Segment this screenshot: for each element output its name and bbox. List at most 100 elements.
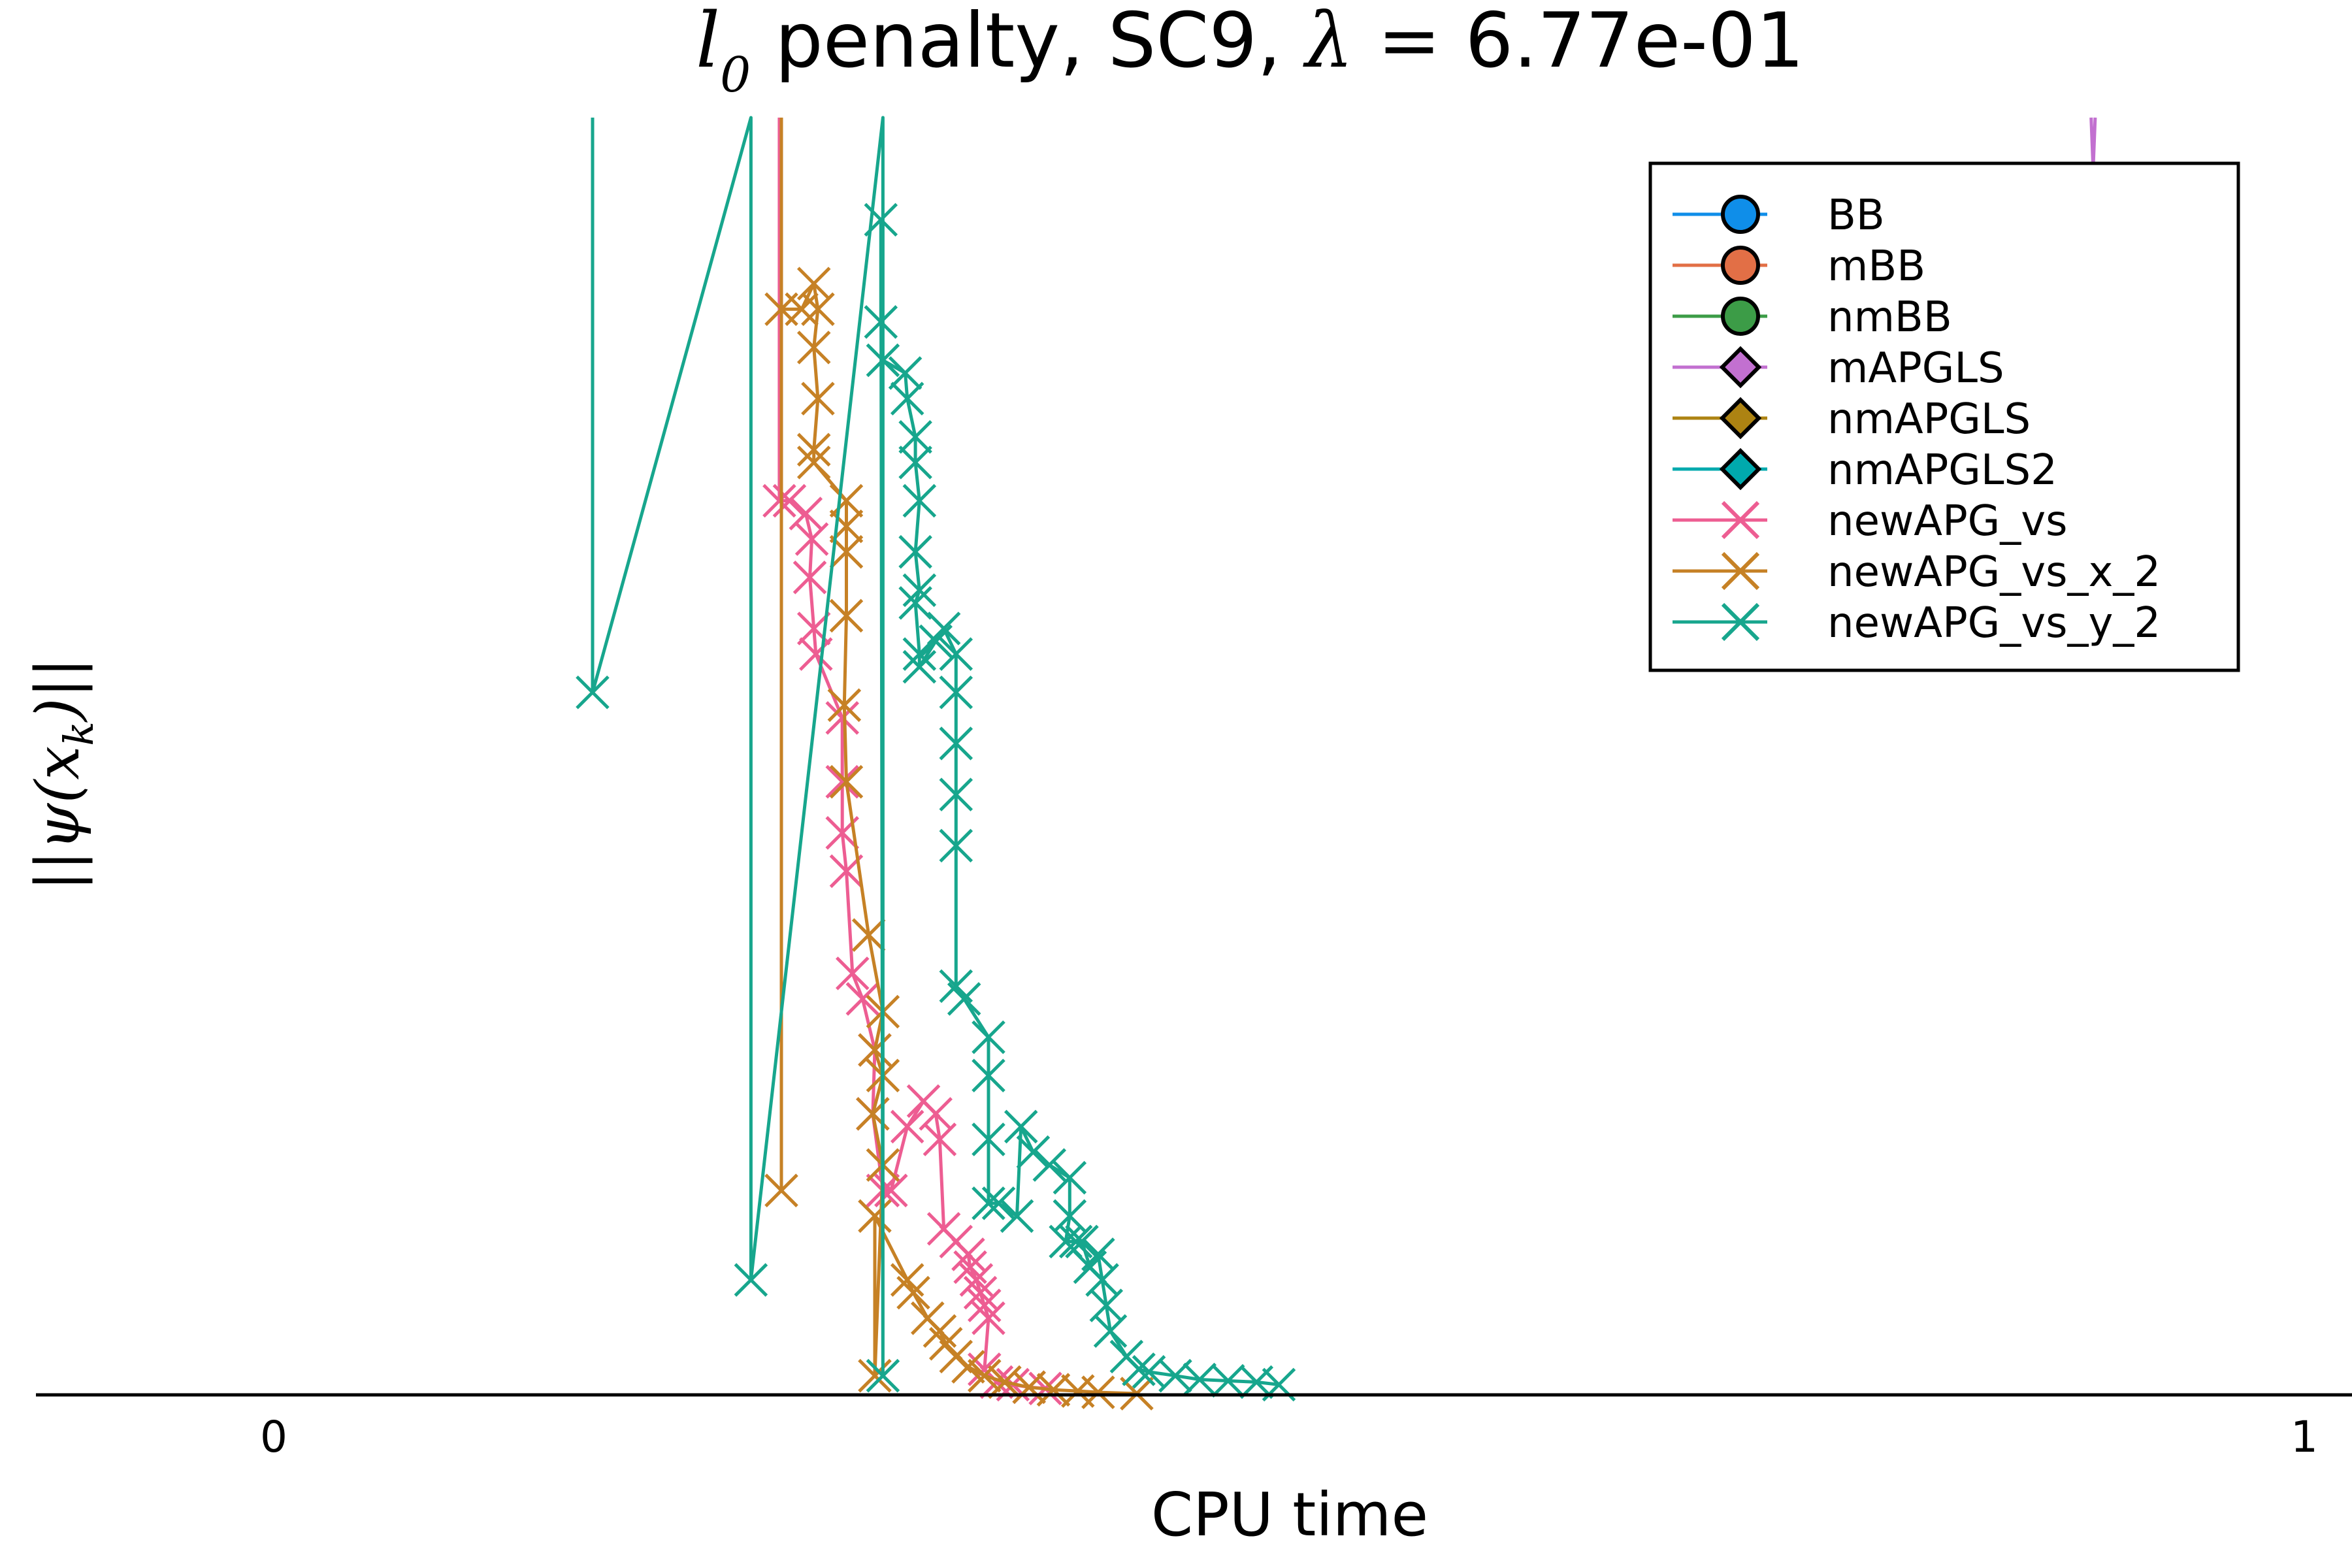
data-point-7-1 [764, 1173, 798, 1207]
data-point-8-32 [981, 1186, 1016, 1220]
legend-label: mAPGLS [1827, 344, 2004, 393]
data-point-8-30 [972, 1122, 1005, 1156]
title-value: 6.77e-01 [1465, 0, 1804, 85]
data-point-8-12 [898, 446, 932, 480]
data-point-7-14 [827, 688, 862, 723]
data-point-8-28 [972, 1020, 1005, 1054]
data-point-6-29 [972, 1301, 1005, 1335]
data-point-8-18 [902, 649, 937, 684]
legend-cross-marker [1721, 602, 1760, 642]
data-point-8-15 [902, 573, 937, 608]
data-point-8-25 [939, 828, 973, 863]
data-point-8-29 [972, 1058, 1005, 1093]
title-prefix: l [696, 0, 720, 85]
data-point-6-13 [845, 982, 880, 1016]
data-point-8-23 [939, 727, 973, 760]
legend-item-newapg-vs: newAPG_vs [1673, 497, 2067, 546]
legend-item-mapgls: mAPGLS [1673, 344, 2004, 393]
x-tick-label-1: 1 [2291, 1412, 2318, 1462]
data-point-6-21 [923, 1122, 957, 1156]
series-line-3 [2089, 117, 2097, 171]
data-point-8-9 [888, 356, 923, 390]
data-point-6-7 [799, 637, 833, 671]
data-point-8-24 [939, 777, 973, 811]
legend-label: newAPG_vs_y_2 [1827, 599, 2161, 647]
legend-label: BB [1827, 191, 1885, 240]
data-point-6-28 [968, 1288, 1002, 1322]
data-point-8-21 [939, 637, 973, 671]
data-point-6-12 [836, 956, 870, 990]
data-point-6-3 [789, 497, 823, 531]
legend-cross-marker [1721, 500, 1760, 540]
data-point-7-7 [801, 382, 835, 416]
legend-label: nmBB [1827, 293, 1952, 342]
chart-title: l0 penalty, SC9, λ = 6.77e-01 [696, 0, 1805, 103]
data-point-7-13 [829, 598, 864, 633]
data-point-7-3 [785, 292, 819, 327]
legend-item-newapg-vs-y-2: newAPG_vs_y_2 [1673, 599, 2161, 647]
data-point-8-6 [864, 203, 898, 237]
legend-item-nmapgls: nmAPGLS [1673, 395, 2031, 444]
legend-label: mBB [1827, 242, 1925, 291]
legend-label: nmAPGLS2 [1827, 446, 2057, 495]
data-point-7-9 [796, 446, 831, 480]
title-subscript: 0 [720, 47, 751, 103]
data-point-6-24 [951, 1237, 985, 1271]
data-point-7-5 [801, 292, 835, 327]
legend-item-mbb: mBB [1673, 242, 1925, 291]
data-point-6-1 [762, 483, 796, 518]
legend-label: nmAPGLS [1827, 395, 2031, 444]
data-point-8-20 [926, 612, 961, 645]
legend-circle-marker [1721, 195, 1760, 234]
x-tick-label-0: 0 [260, 1412, 287, 1462]
legend-diamond-marker [1719, 346, 1762, 389]
legend-diamond-marker [1719, 448, 1762, 491]
data-point-6-2 [772, 483, 807, 518]
data-point-8-22 [939, 675, 973, 710]
data-point-6-4 [794, 522, 829, 556]
y-axis-label: ||ψ(xk)|| [23, 657, 103, 890]
legend-diamond-marker [1719, 397, 1762, 440]
data-point-8-36 [1032, 1148, 1067, 1182]
data-point-8-34 [1004, 1109, 1038, 1144]
data-point-6-9 [825, 764, 860, 799]
data-point-8-3 [734, 1263, 768, 1297]
data-point-8-16 [898, 586, 932, 620]
data-point-8-46 [1093, 1314, 1128, 1348]
legend-item-newapg-vs-x-2: newAPG_vs_x_2 [1673, 548, 2161, 596]
title-lambda: λ = [1303, 0, 1465, 85]
legend-item-nmapgls2: nmAPGLS2 [1673, 446, 2057, 495]
legend-item-bb: BB [1673, 191, 1885, 240]
data-point-8-40 [1058, 1224, 1093, 1259]
data-point-7-6 [796, 331, 831, 365]
data-point-6-27 [963, 1275, 998, 1310]
data-point-7-16 [851, 918, 886, 952]
legend-circle-marker [1721, 297, 1760, 336]
data-point-7-10 [829, 483, 864, 518]
data-point-7-25 [896, 1275, 930, 1310]
legend-item-nmbb: nmBB [1673, 293, 1952, 342]
data-point-8-10 [890, 382, 924, 416]
data-point-8-35 [1016, 1135, 1051, 1169]
data-point-7-18 [858, 1033, 892, 1067]
data-point-7-36 [1081, 1375, 1115, 1409]
series-layer [576, 116, 2097, 1411]
legend-label: newAPG_vs_x_2 [1827, 548, 2161, 596]
data-point-7-23 [858, 1199, 892, 1233]
data-point-8-52 [1211, 1364, 1245, 1398]
series-mapgls [2089, 117, 2097, 171]
data-point-7-24 [890, 1263, 924, 1297]
data-point-7-22 [858, 1358, 892, 1393]
data-point-6-8 [825, 701, 860, 735]
data-point-6-18 [890, 1109, 924, 1144]
data-point-8-14 [898, 534, 932, 569]
series-newapg-vs-y-2 [576, 116, 1296, 1402]
data-point-8-1 [576, 675, 610, 710]
data-point-6-26 [959, 1263, 994, 1297]
svg-text:l0 penalty, SC9, λ = 6.77e-01: l0 penalty, SC9, λ = 6.77e-01 [696, 0, 1805, 103]
y-label-end: )|| [23, 657, 93, 723]
data-point-7-8 [796, 433, 831, 467]
